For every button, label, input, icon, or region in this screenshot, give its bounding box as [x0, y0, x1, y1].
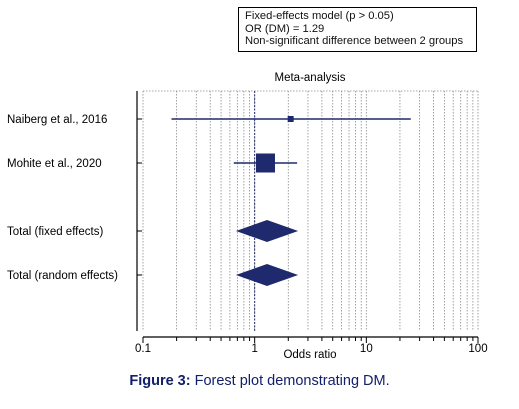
caption-label: Figure 3: [129, 373, 191, 389]
x-tick-label: 0.1 [135, 343, 151, 355]
grid-lines [142, 90, 479, 331]
pooled-diamond [235, 220, 299, 242]
annotation-line-2: OR (DM) = 1.29 [245, 22, 325, 35]
row-label: Mohite et al., 2020 [7, 158, 102, 170]
annotation-line-3: Non-significant difference between 2 gro… [245, 35, 464, 47]
pooled-diamond [235, 264, 299, 286]
study-square [255, 153, 275, 173]
row-label: Total (fixed effects) [7, 226, 103, 238]
chart-title: Meta-analysis [275, 72, 346, 84]
x-tick-label: 1 [251, 343, 257, 355]
figure-caption: Figure 3: Forest plot demonstrating DM. [0, 373, 519, 389]
x-tick-label: 100 [468, 343, 487, 355]
row-label: Naiberg et al., 2016 [7, 114, 107, 126]
model-annotation-box: Fixed-effects model (p > 0.05) OR (DM) =… [238, 7, 477, 52]
plot-marks [171, 116, 411, 286]
row-label: Total (random effects) [7, 270, 118, 282]
x-tick-label: 10 [360, 343, 373, 355]
annotation-line-1: Fixed-effects model (p > 0.05) [245, 10, 394, 22]
x-axis-label: Odds ratio [283, 349, 336, 361]
study-square [287, 116, 294, 122]
axes: 0.1 1 10 100 Naiberg et al., 2016 Mohite et a… [7, 91, 488, 355]
caption-text: Forest plot demonstrating DM. [190, 373, 390, 389]
